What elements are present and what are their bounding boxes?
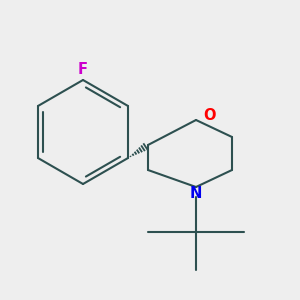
Text: N: N	[190, 187, 202, 202]
Text: O: O	[203, 107, 215, 122]
Text: F: F	[78, 62, 88, 77]
